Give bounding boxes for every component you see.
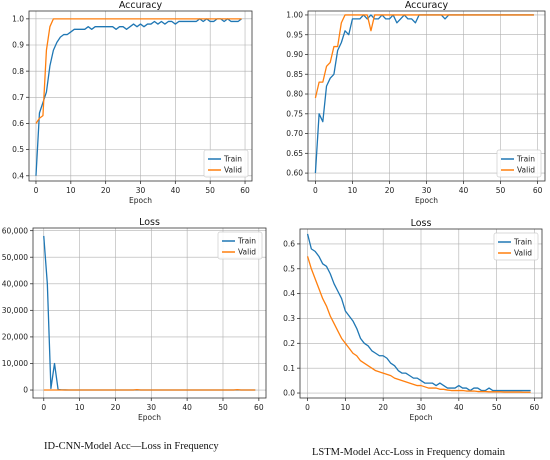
chart-lstm-acc: 0 10 20 30 40 50 60 0.60 0.65 0.70 0.75 0.80 0.85 0.9…	[286, 0, 546, 205]
x-tick-label: 0	[34, 186, 39, 195]
y-tick-label: 0.1	[283, 364, 295, 373]
y-tick-label: 50,000	[2, 253, 28, 262]
x-tick-label: 30	[416, 403, 426, 412]
x-tick-label: 60	[254, 403, 264, 412]
y-tick-label: 0.4	[12, 171, 24, 180]
y-tick-label: 0.6	[283, 240, 295, 249]
x-tick-label: 40	[459, 186, 469, 195]
chart-title: Loss	[139, 217, 160, 228]
x-tick-label: 30	[422, 186, 432, 195]
y-tick-label: 0.3	[283, 314, 295, 323]
y-tick-label: 0.9	[12, 41, 24, 50]
legend-label-valid: Valid	[224, 166, 242, 175]
x-tick-label: 40	[454, 403, 464, 412]
x-tick-label: 60	[240, 186, 250, 195]
x-axis-label: Epoch	[415, 196, 438, 205]
legend-label-train: Train	[513, 238, 532, 247]
x-tick-label: 50	[205, 186, 215, 195]
plot-frame	[28, 10, 253, 182]
x-axis-label: Epoch	[138, 413, 161, 422]
caption-lstm: LSTM-Model Acc-Loss in Frequency domain	[312, 447, 506, 458]
y-tick-label: 0.6	[12, 119, 24, 128]
x-tick-label: 50	[496, 186, 506, 195]
y-tick-label: 0.5	[283, 264, 295, 273]
series-line-train	[306, 233, 531, 392]
legend-label-train: Train	[516, 155, 535, 164]
y-tick-label: 0.80	[286, 90, 303, 99]
x-tick-label: 10	[341, 403, 351, 412]
y-tick-label: 30,000	[2, 306, 28, 315]
legend-label-train: Train	[223, 155, 242, 164]
x-tick-label: 60	[530, 403, 540, 412]
x-axis-label: Epoch	[129, 196, 152, 205]
legend-label-valid: Valid	[238, 248, 256, 257]
x-tick-label: 30	[147, 403, 157, 412]
y-tick-label: 0.60	[286, 169, 303, 178]
chart-cnn-loss: 0 10 20 30 40 50 60 0 10,000 20,000 30,000 40,000 50…	[2, 217, 267, 422]
chart-title: Accuracy	[405, 0, 449, 11]
legend: Train Valid	[203, 149, 249, 178]
x-tick-label: 60	[533, 186, 543, 195]
y-tick-label: 0.8	[12, 67, 24, 76]
x-tick-label: 0	[41, 403, 46, 412]
y-tick-label: 0.70	[286, 129, 303, 138]
legend-label-train: Train	[237, 237, 256, 246]
y-tick-label: 0.7	[12, 93, 24, 102]
legend-label-valid: Valid	[514, 249, 532, 258]
x-tick-label: 20	[111, 403, 121, 412]
series-line-valid	[35, 18, 242, 124]
legend-label-valid: Valid	[517, 166, 535, 175]
y-tick-label: 40,000	[2, 279, 28, 288]
x-tick-label: 50	[492, 403, 502, 412]
x-tick-label: 10	[75, 403, 85, 412]
chart-cnn-acc: 0 10 20 30 40 50 60 0.4 0.5 0.6 0.7 0.8 0.9 1.0 Accura…	[12, 0, 253, 205]
x-tick-label: 0	[305, 403, 310, 412]
x-tick-label: 10	[348, 186, 358, 195]
plot-frame	[307, 10, 546, 182]
legend: Train Valid	[496, 149, 542, 178]
y-tick-label: 0.2	[283, 339, 295, 348]
x-tick-label: 0	[313, 186, 318, 195]
y-tick-label: 0.95	[286, 30, 303, 39]
chart-title: Loss	[411, 218, 432, 229]
y-tick-label: 0.4	[283, 289, 295, 298]
y-tick-label: 0.65	[286, 149, 303, 158]
series-line-valid	[306, 256, 531, 393]
chart-lstm-loss: 0 10 20 30 40 50 60 0.0 0.1 0.2 0.3 0.4 0.5 0.6 Loss Ep…	[283, 218, 543, 422]
y-tick-label: 0.75	[286, 109, 303, 118]
legend: Train Valid	[217, 231, 263, 260]
y-tick-label: 1.0	[12, 14, 24, 23]
y-tick-label: 10,000	[2, 359, 28, 368]
x-tick-label: 20	[101, 186, 111, 195]
plot-frame	[299, 228, 543, 399]
y-tick-label: 20,000	[2, 333, 28, 342]
y-tick-label: 0.0	[283, 389, 295, 398]
x-tick-label: 40	[171, 186, 181, 195]
y-tick-label: 0.85	[286, 70, 303, 79]
x-tick-label: 20	[378, 403, 388, 412]
y-tick-label: 60,000	[2, 226, 28, 235]
x-tick-label: 20	[385, 186, 395, 195]
plot-frame	[32, 227, 267, 399]
y-tick-label: 0	[23, 386, 28, 395]
legend: Train Valid	[493, 232, 539, 261]
caption-cnn: ID-CNN-Model Acc—Loss in Frequency	[44, 441, 219, 452]
y-tick-label: 0.5	[12, 145, 24, 154]
chart-title: Accuracy	[119, 0, 163, 11]
x-tick-label: 30	[136, 186, 146, 195]
y-tick-label: 1.00	[286, 11, 303, 20]
y-tick-label: 0.90	[286, 50, 303, 59]
x-tick-label: 40	[182, 403, 192, 412]
x-tick-label: 10	[66, 186, 76, 195]
x-axis-label: Epoch	[410, 413, 433, 422]
series-line-valid	[314, 14, 534, 99]
x-tick-label: 50	[218, 403, 228, 412]
